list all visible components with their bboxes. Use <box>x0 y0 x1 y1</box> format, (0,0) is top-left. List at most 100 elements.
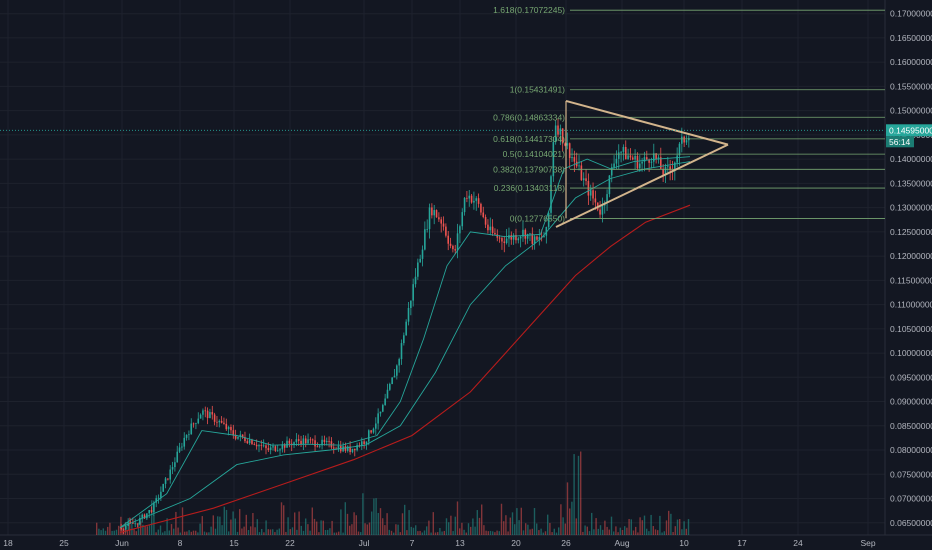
volume-bar <box>298 511 300 535</box>
volume-bar <box>635 526 637 535</box>
candle-body <box>232 430 235 436</box>
volume-bar <box>670 513 672 535</box>
volume-bar <box>342 532 344 535</box>
candle-body <box>683 136 685 143</box>
volume-bar <box>551 532 553 535</box>
volume-bar <box>465 532 467 535</box>
y-tick-label: 0.09500000 <box>890 372 932 382</box>
candle-body <box>356 445 358 451</box>
volume-bar <box>203 531 206 535</box>
volume-bar <box>639 517 641 535</box>
volume-bar <box>588 531 591 535</box>
volume-bar <box>230 519 232 535</box>
candle-body <box>267 448 270 450</box>
volume-bar <box>630 519 632 535</box>
volume-bar <box>531 528 533 535</box>
volume-bar <box>397 524 399 535</box>
volume-bar <box>159 525 162 535</box>
candle-body <box>681 136 683 144</box>
candle-body <box>592 190 594 199</box>
candle-body <box>153 502 155 513</box>
candle-body <box>288 440 291 444</box>
candle-body <box>554 125 557 143</box>
candle-body <box>265 445 267 449</box>
volume-bar <box>509 517 511 535</box>
candle-body <box>148 510 151 514</box>
volume-bar <box>555 532 558 535</box>
volume-bar <box>346 513 349 535</box>
volume-bar <box>415 525 417 535</box>
volume-bar <box>390 530 393 535</box>
volume-bar <box>291 527 294 535</box>
candle-body <box>328 440 330 442</box>
candle-body <box>274 446 277 451</box>
volume-bar <box>421 532 423 535</box>
volume-bar <box>566 482 569 535</box>
candle-body <box>652 153 655 162</box>
volume-bar <box>478 517 481 535</box>
volume-bar <box>107 526 109 535</box>
volume-bar <box>470 526 472 535</box>
y-tick-label: 0.17000000 <box>890 9 932 19</box>
volume-bar <box>245 514 247 535</box>
current-price-badge <box>886 124 932 137</box>
candle-body <box>463 197 466 213</box>
volume-bar <box>474 526 476 535</box>
volume-bar <box>558 527 560 535</box>
candle-body <box>176 451 179 463</box>
volume-bar <box>206 532 208 535</box>
volume-bar <box>113 530 115 535</box>
fib-level-label: 1.618(0.17072245) <box>493 5 565 15</box>
candle-body <box>533 236 536 244</box>
candle-body <box>489 226 492 231</box>
candle-body <box>143 514 146 519</box>
volume-bar <box>430 532 432 535</box>
x-tick-label: 17 <box>737 538 747 548</box>
volume-bar <box>384 525 386 535</box>
volume-bar <box>564 523 566 535</box>
candle-body <box>503 241 506 243</box>
y-tick-label: 0.15000000 <box>890 106 932 116</box>
volume-bar <box>373 498 375 535</box>
candle-body <box>482 212 485 218</box>
volume-bar <box>179 532 181 535</box>
fib-level-label: 0(0.12776550) <box>510 213 565 223</box>
volume-bar <box>582 531 584 535</box>
candle-body <box>281 444 284 450</box>
candle-body <box>512 235 515 240</box>
candle-body <box>676 155 678 163</box>
volume-bar <box>221 525 223 535</box>
candle-body <box>192 423 195 425</box>
volume-bar <box>538 530 540 535</box>
volume-bar <box>663 531 665 535</box>
candle-body <box>400 343 403 360</box>
volume-bar <box>406 530 408 535</box>
volume-bar <box>516 508 518 535</box>
y-tick-label: 0.09000000 <box>890 397 932 407</box>
volume-bar <box>450 515 452 535</box>
volume-bar <box>146 526 148 535</box>
candle-body <box>125 526 127 530</box>
candle-body <box>566 143 569 146</box>
candle-body <box>678 143 681 156</box>
volume-bar <box>329 528 331 535</box>
volume-bar <box>331 520 333 535</box>
volume-bar <box>104 530 107 535</box>
triangle-lower-line <box>555 143 729 228</box>
volume-bar <box>197 532 199 535</box>
volume-bar <box>657 530 659 535</box>
volume-bar <box>661 532 663 535</box>
y-tick-label: 0.07500000 <box>890 469 932 479</box>
candle-body <box>550 176 552 213</box>
volume-bar <box>443 530 445 535</box>
volume-bar <box>140 521 142 535</box>
volume-bar <box>569 508 571 535</box>
volume-bar <box>219 516 221 535</box>
candle-body <box>174 462 176 468</box>
volume-bar <box>186 531 188 535</box>
volume-bar <box>536 523 538 535</box>
volume-bar <box>263 532 265 535</box>
candle-body <box>183 437 186 447</box>
